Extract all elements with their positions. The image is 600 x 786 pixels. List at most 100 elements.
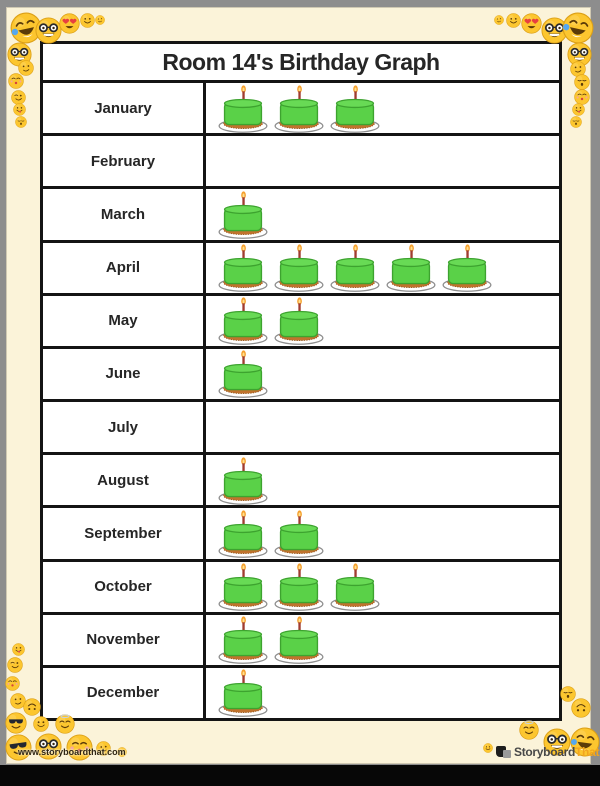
month-row-july: July <box>43 399 559 453</box>
graph-title-row: Room 14's Birthday Graph <box>43 44 559 80</box>
birthday-cake-icon <box>384 244 438 292</box>
emoji-smile-icon <box>117 747 127 757</box>
month-label: January <box>94 99 152 117</box>
emoji-laugh-icon <box>559 9 597 47</box>
emoji-smile-icon <box>483 743 493 753</box>
month-value-cell <box>206 349 559 399</box>
birthday-cake-icon <box>216 84 270 133</box>
month-value-cell <box>206 668 559 718</box>
emoji-tongue-icon <box>13 103 26 116</box>
emoji-nerd-icon <box>35 733 62 760</box>
birthday-cake-icon <box>216 510 270 558</box>
month-row-april: April <box>43 239 559 293</box>
month-row-january: January <box>43 80 559 134</box>
month-row-november: November <box>43 611 559 665</box>
month-value-cell <box>206 508 559 558</box>
birthday-cake-icon <box>272 244 326 292</box>
emoji-sleepy-icon <box>570 116 582 128</box>
storyboardthat-logo: StoryboardThat <box>496 745 599 759</box>
month-row-october: October <box>43 558 559 612</box>
month-value-cell <box>206 243 559 293</box>
month-label-cell: December <box>43 667 206 719</box>
emoji-cool-icon <box>5 712 27 734</box>
emoji-upside-icon <box>571 698 591 718</box>
birthday-cake-icon <box>272 563 326 611</box>
birthday-cake-icon <box>216 563 270 611</box>
birthday-cake-icon <box>216 297 270 346</box>
emoji-smirk-icon <box>570 61 586 77</box>
emoji-halo-icon <box>519 720 539 740</box>
emoji-nerd-icon <box>567 42 592 67</box>
month-label-cell: April <box>43 242 206 293</box>
month-label-cell: October <box>43 561 206 612</box>
birthday-cake-icon <box>216 191 270 239</box>
storyboard-logo-icon <box>496 745 511 759</box>
emoji-kiss-icon <box>574 89 590 105</box>
month-value-cell <box>206 189 559 239</box>
month-row-december: December <box>43 664 559 719</box>
month-label-cell: January <box>43 83 206 134</box>
birthday-cake-icon <box>328 244 382 292</box>
emoji-smirk-icon <box>10 693 26 709</box>
month-label: July <box>107 418 138 436</box>
month-label: November <box>86 631 160 649</box>
birthday-cake-icon <box>216 616 270 665</box>
month-label-cell: August <box>43 455 206 506</box>
emoji-nerd-icon <box>543 728 571 756</box>
birthday-cake-icon <box>272 84 326 133</box>
page-title: Room 14's Birthday Graph <box>162 48 440 75</box>
month-row-september: September <box>43 505 559 559</box>
month-value-cell <box>206 83 559 133</box>
emoji-smile-icon <box>506 13 521 28</box>
emoji-kiss-icon <box>66 734 93 761</box>
emoji-smirk-icon <box>18 60 34 76</box>
birthday-cake-icon <box>216 244 270 292</box>
month-row-march: March <box>43 186 559 240</box>
birthday-cake-icon <box>216 350 270 399</box>
month-label: September <box>84 524 162 542</box>
emoji-smirk-icon <box>95 15 105 25</box>
emoji-upside-icon <box>23 698 41 716</box>
birthday-cake-icon <box>272 297 326 346</box>
month-label-cell: September <box>43 508 206 559</box>
birthday-cake-icon <box>272 616 326 665</box>
emoji-smirk-icon <box>96 741 111 756</box>
month-value-cell <box>206 136 559 186</box>
emoji-tongue-icon <box>12 643 25 656</box>
emoji-cool-icon <box>3 732 33 762</box>
birthday-cake-icon <box>216 669 270 718</box>
month-label: May <box>108 312 138 330</box>
month-value-cell <box>206 296 559 346</box>
month-label: October <box>94 578 152 596</box>
month-row-february: February <box>43 133 559 187</box>
emoji-laugh-icon <box>7 9 45 47</box>
month-label: February <box>90 152 156 170</box>
watermark-url: www.storyboardthat.com <box>18 747 126 757</box>
bottom-black-bar <box>0 765 600 786</box>
month-label-cell: November <box>43 614 206 665</box>
month-label-cell: February <box>43 136 206 187</box>
logo-text-dark: Storyboard <box>514 745 576 759</box>
month-value-cell <box>206 615 559 665</box>
logo-text-orange: That <box>575 745 600 759</box>
emoji-nerd-icon <box>35 17 62 44</box>
birthday-cake-icon <box>272 510 326 558</box>
month-label: August <box>97 471 149 489</box>
month-value-cell <box>206 402 559 452</box>
month-label: December <box>86 684 160 702</box>
month-row-june: June <box>43 345 559 400</box>
month-label-cell: July <box>43 402 206 453</box>
emoji-kiss-icon <box>8 73 24 89</box>
month-value-cell <box>206 455 559 505</box>
emoji-heart-icon <box>521 13 542 34</box>
birthday-graph-table: Room 14's Birthday Graph January Februar… <box>40 41 562 721</box>
emoji-halo-icon <box>55 714 75 734</box>
month-label: April <box>105 259 141 277</box>
emoji-wink-icon <box>11 90 26 105</box>
worksheet-paper: Room 14's Birthday Graph January Februar… <box>3 7 600 764</box>
month-label-cell: March <box>43 189 206 240</box>
month-value-cell <box>206 562 559 612</box>
emoji-sleepy-icon <box>560 686 576 702</box>
emoji-sleepy-icon <box>15 116 27 128</box>
emoji-kiss-icon <box>5 676 20 691</box>
